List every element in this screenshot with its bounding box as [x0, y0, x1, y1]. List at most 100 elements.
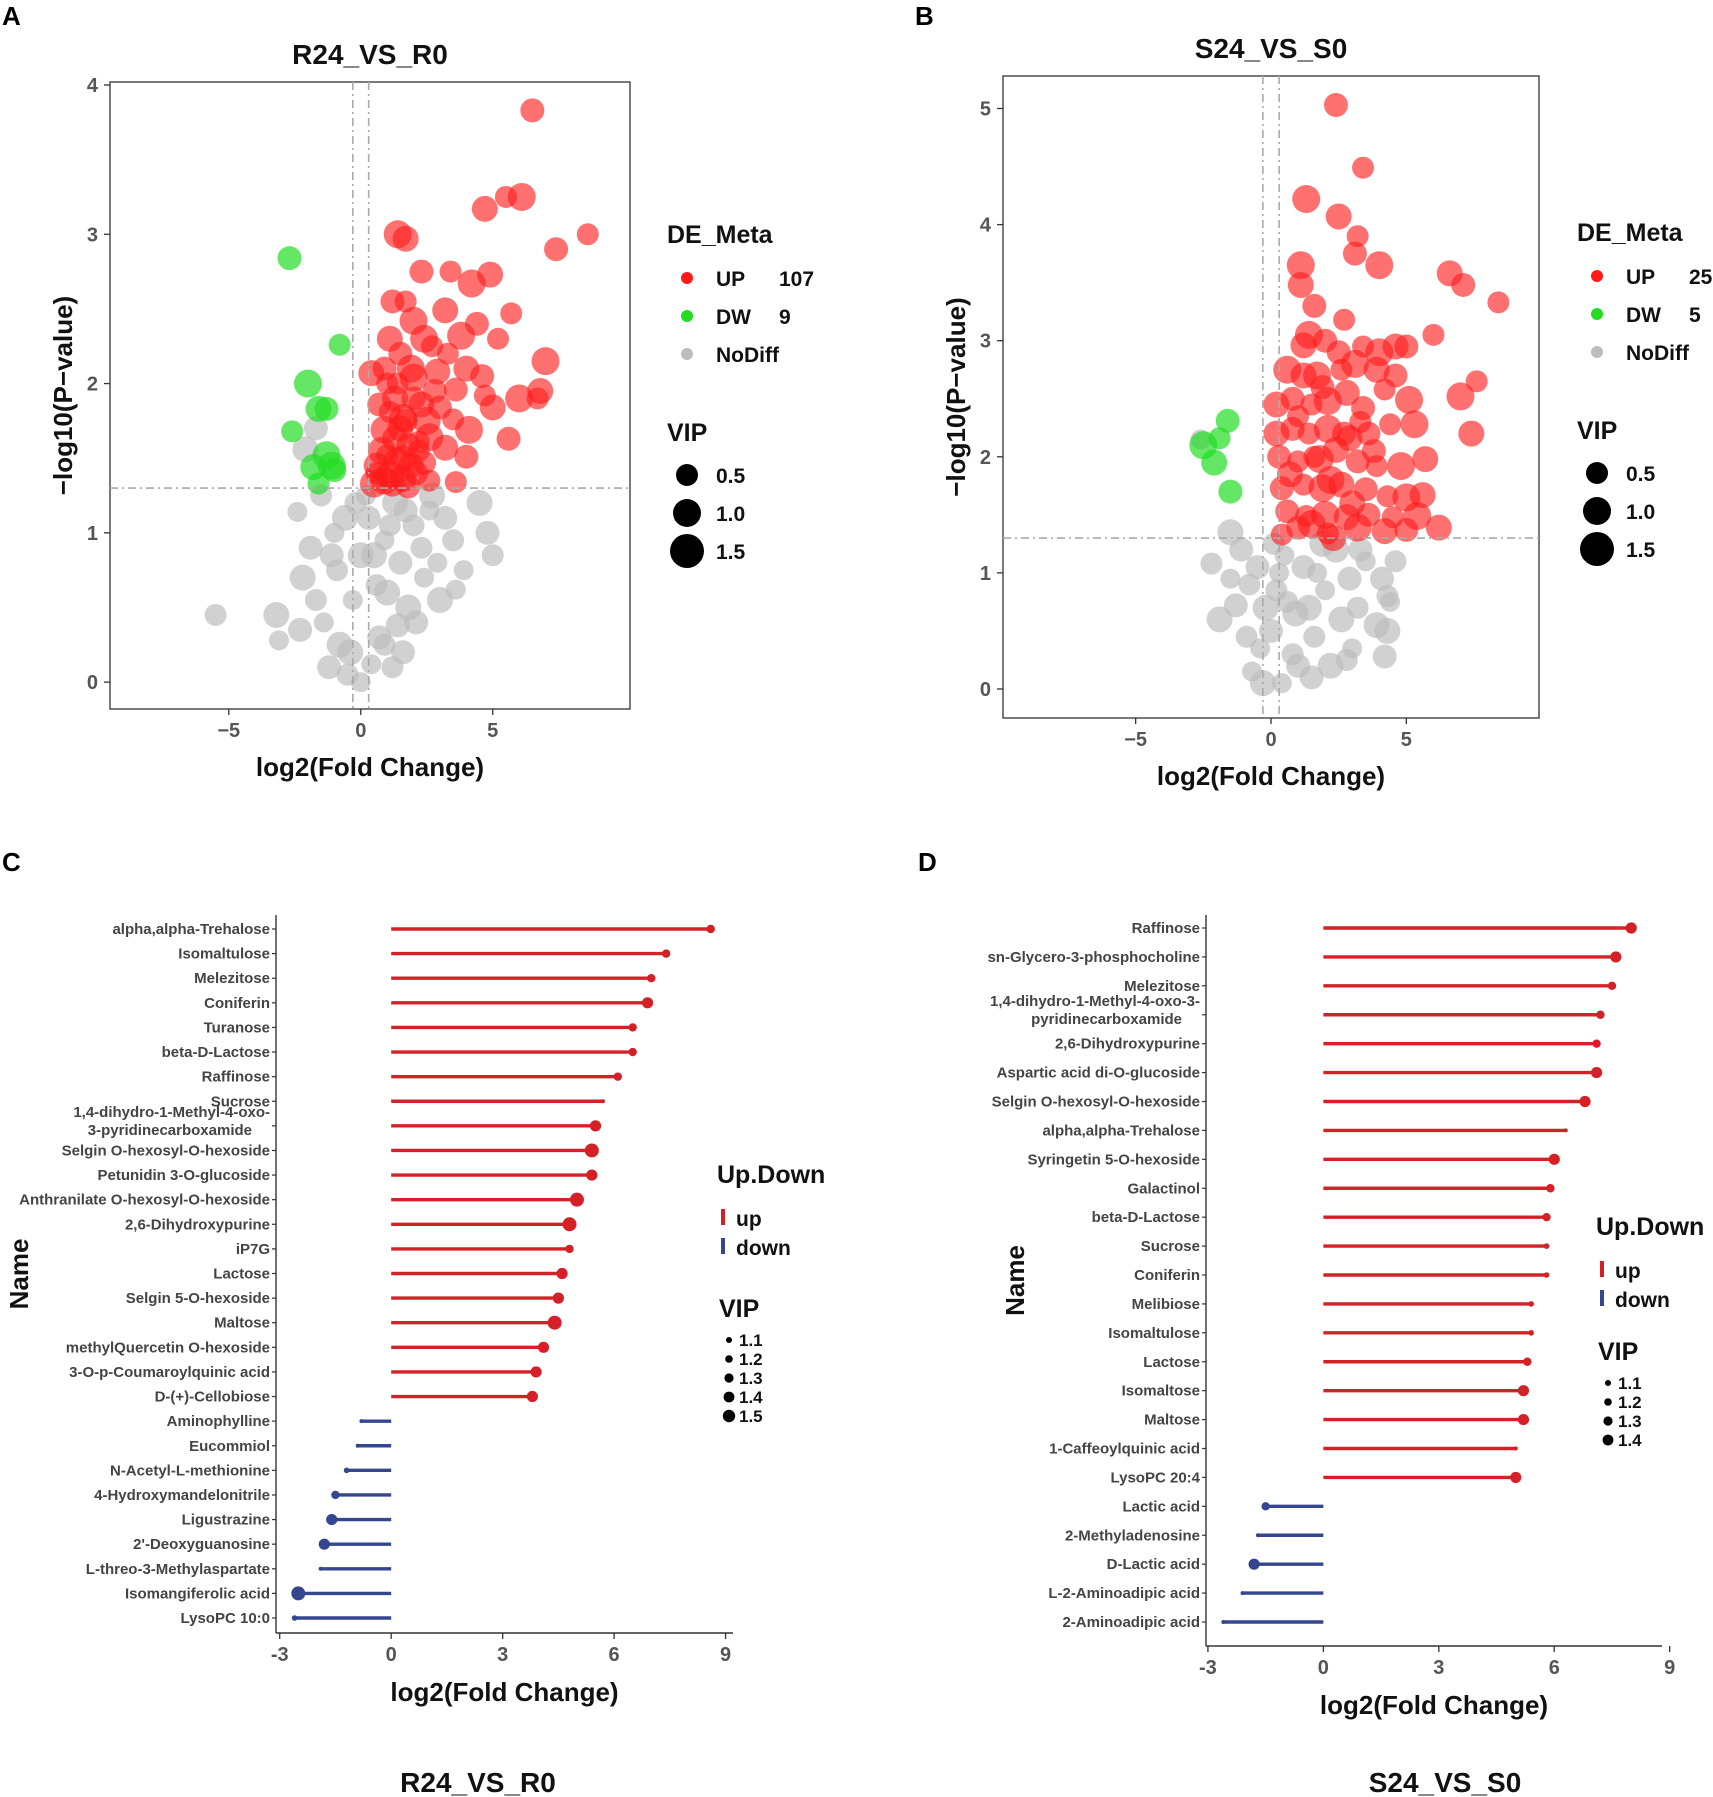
legend-label-dw: DW [1626, 304, 1661, 327]
legend-title: Up.Down [1596, 1213, 1704, 1241]
nodiff-point [1200, 552, 1223, 575]
up-point [1297, 510, 1326, 539]
vip-size-label: 1.1 [1618, 1374, 1642, 1393]
metabolite-label: Sucrose [1141, 1238, 1200, 1255]
metabolite-label: 2,6-Dihydroxypurine [1055, 1036, 1200, 1053]
legend-title: DE_Meta [1577, 219, 1684, 247]
legend-marker-up [721, 1209, 725, 1225]
nodiff-point [1328, 606, 1355, 633]
nodiff-point [342, 590, 363, 611]
metabolite-label-line: pyridinecarboxamide [1031, 1011, 1182, 1028]
nodiff-point [1335, 648, 1358, 671]
lollipop-dot [641, 997, 654, 1009]
lollipop-dot [1517, 1413, 1530, 1426]
y-tick-label: 1 [980, 563, 991, 585]
x-tick-label: 6 [609, 1644, 620, 1666]
up-point [1465, 370, 1488, 393]
nodiff-point [1252, 594, 1279, 621]
down-point [317, 451, 346, 480]
metabolite-label: Isomaltulose [178, 946, 270, 963]
lollipop-dot [1610, 951, 1622, 963]
y-tick-label: 4 [980, 215, 992, 237]
lollipop-dot [1607, 981, 1617, 991]
nodiff-point [410, 536, 433, 559]
up-point [409, 259, 434, 284]
lollipop-dot [1513, 1446, 1518, 1451]
points-group [204, 98, 599, 693]
x-tick-label: 5 [1401, 729, 1412, 751]
metabolite-label-line: 1,4-dihydro-1-Methyl-4-oxo- [73, 1104, 270, 1121]
x-tick-label: 0 [1265, 729, 1276, 751]
metabolite-label: Isomaltose [1122, 1383, 1200, 1400]
metabolite-label: Galactinol [1127, 1180, 1200, 1197]
lollipop-dot [1625, 922, 1637, 934]
up-point [443, 377, 468, 402]
vip-size-marker [723, 1391, 735, 1403]
lollipop-dot [1579, 1095, 1591, 1108]
nodiff-point [390, 640, 415, 665]
y-axis-title: Name [1000, 1245, 1030, 1316]
lollipop-dot [1510, 1471, 1522, 1484]
vip-size-marker [722, 1409, 736, 1423]
up-point [1458, 420, 1485, 447]
legend: DE_Meta UP 107 DW 9 NoDiff VIP 0.5 1.0 1.5 [667, 221, 814, 568]
y-tick-label: 0 [87, 672, 98, 694]
lollipop-dot [1590, 1066, 1603, 1079]
legend-label-down: down [736, 1237, 791, 1260]
metabolite-label: Ligustrazine [182, 1512, 270, 1529]
up-point [1379, 413, 1402, 436]
vip-size-marker [1603, 1416, 1613, 1426]
vip-size-label: 1.3 [739, 1369, 763, 1388]
lollipop-dot [565, 1244, 574, 1254]
up-point [1365, 251, 1394, 280]
y-axis-title: Name [4, 1239, 34, 1310]
x-tick-label: 9 [720, 1644, 731, 1666]
up-point [1290, 332, 1317, 359]
nodiff-point [1276, 590, 1299, 613]
up-point [471, 195, 498, 222]
lollipop-dot [1528, 1301, 1534, 1307]
metabolite-label: Selgin 5-O-hexoside [126, 1290, 270, 1307]
nodiff-point [317, 655, 342, 680]
up-point [1280, 386, 1305, 411]
metabolite-label: Aspartic acid di-O-glucoside [997, 1065, 1200, 1082]
nodiff-point [1271, 673, 1292, 694]
up-point [1270, 523, 1293, 546]
up-point [1400, 410, 1429, 439]
metabolite-label: 1,4-dihydro-1-Methyl-4-oxo-3-pyridinecar… [990, 993, 1200, 1028]
vip-size-label: 1.5 [739, 1407, 763, 1426]
y-tick-label: 2 [87, 374, 98, 396]
x-tick-label: -3 [271, 1644, 289, 1666]
up-point [1409, 482, 1436, 509]
up-point [396, 354, 425, 383]
down-point [1201, 449, 1228, 476]
nodiff-point [1348, 537, 1373, 562]
vip-legend-title: VIP [719, 1295, 759, 1323]
metabolite-label: D-(+)-Cellobiose [155, 1389, 270, 1406]
lollipop-chart-r24-vs-r0: alpha,alpha-Trehalose Isomaltulose Melezit… [4, 915, 825, 1707]
vip-size-label: 1.3 [1618, 1412, 1642, 1431]
up-point [412, 406, 441, 435]
metabolite-label: beta-D-Lactose [162, 1044, 270, 1061]
up-point [1346, 225, 1369, 248]
panel-letter-d: D [918, 847, 937, 877]
y-tick-label: 0 [980, 679, 991, 701]
up-point [507, 182, 536, 211]
metabolite-label: Aminophylline [167, 1413, 270, 1430]
vip-size-label: 0.5 [1626, 463, 1656, 486]
metabolite-label: 1-Caffeoylquinic acid [1049, 1441, 1200, 1458]
points-group [1189, 93, 1510, 697]
lollipop-dot [526, 1390, 538, 1403]
legend-marker-dw [681, 310, 693, 322]
down-point [293, 369, 322, 398]
metabolite-label: 2'-Deoxyguanosine [133, 1536, 270, 1553]
up-point [422, 379, 447, 404]
up-point [1373, 378, 1396, 401]
up-point [1302, 293, 1327, 318]
up-point [487, 327, 510, 350]
vip-size-marker [725, 1355, 733, 1363]
up-point [436, 342, 459, 365]
up-point [1361, 438, 1386, 463]
vip-size-marker [673, 499, 701, 527]
